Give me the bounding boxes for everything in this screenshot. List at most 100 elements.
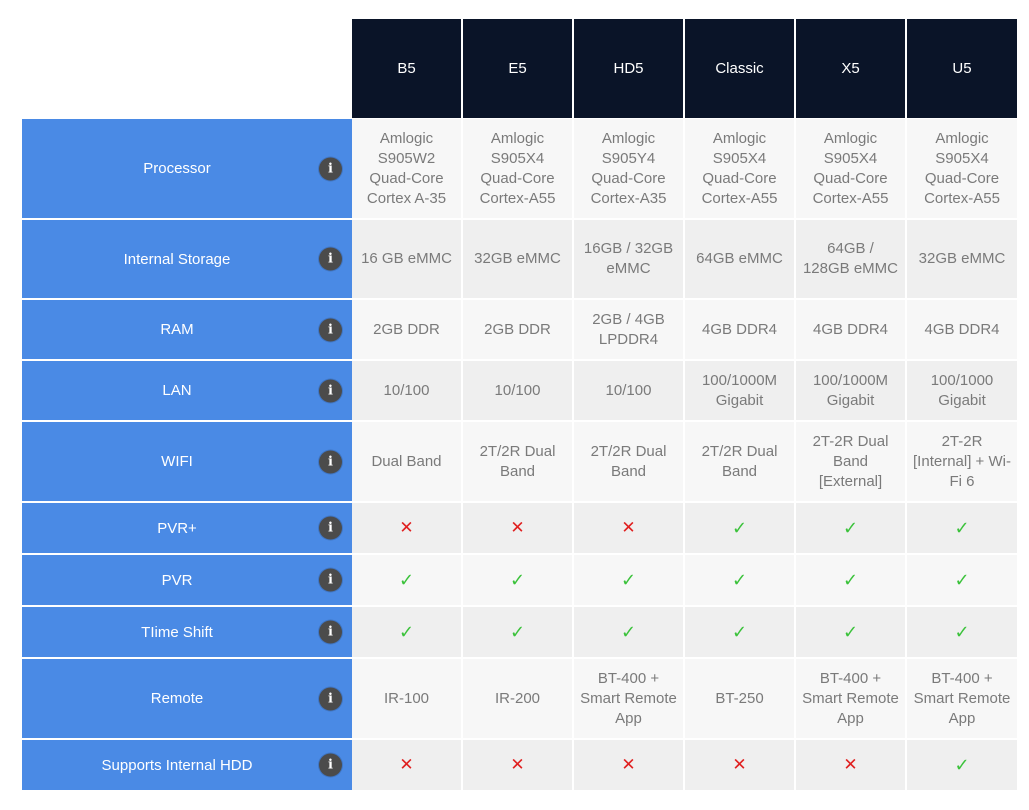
value-cell: 2T-2R Dual Band [External] <box>796 422 905 501</box>
value-cell: IR-100 <box>352 659 461 738</box>
info-icon[interactable]: i <box>319 516 342 540</box>
info-icon[interactable]: i <box>319 450 342 473</box>
info-icon[interactable]: i <box>319 157 342 180</box>
value-cell: ✕ <box>796 740 905 790</box>
value-cell: 4GB DDR4 <box>685 300 794 359</box>
value-cell: ✓ <box>685 607 794 657</box>
value-cell: 100/1000M Gigabit <box>685 361 794 420</box>
value-cell: 10/100 <box>352 361 461 420</box>
value-cell: ✕ <box>463 503 572 553</box>
info-icon[interactable]: i <box>319 379 342 402</box>
feature-label-cell: Remote i <box>22 659 352 738</box>
cross-icon: ✕ <box>621 518 636 537</box>
value-text: 4GB DDR4 <box>924 320 1000 338</box>
value-text: Dual Band <box>371 452 442 470</box>
value-cell: ✓ <box>352 555 461 605</box>
table-row: WIFI i Dual Band 2T/2R Dual Band 2T/2R Dual … <box>22 422 1020 503</box>
check-icon: ✓ <box>954 570 970 590</box>
feature-rows: Processor i Amlogic S905W2 Quad-Core Corte… <box>22 119 1020 792</box>
value-cell: 32GB eMMC <box>463 220 572 298</box>
check-icon: ✓ <box>509 622 526 642</box>
value-cell: 16 GB eMMC <box>352 220 461 298</box>
value-cell: ✓ <box>796 503 905 553</box>
value-cell: ✓ <box>796 555 905 605</box>
cross-icon: ✕ <box>399 755 414 774</box>
value-cell: 2T/2R Dual Band <box>685 422 794 501</box>
feature-label-cell: Internal Storage i <box>22 220 352 298</box>
info-icon[interactable]: i <box>319 753 342 777</box>
value-cell: 2GB DDR <box>352 300 461 359</box>
value-cell: Amlogic S905Y4 Quad-Core Cortex-A35 <box>574 119 683 218</box>
info-icon[interactable]: i <box>319 687 342 710</box>
feature-label-cell: PVR+ i <box>22 503 352 553</box>
info-icon[interactable]: i <box>319 568 342 592</box>
check-icon: ✓ <box>731 622 748 642</box>
value-text: 100/1000M Gigabit <box>812 371 889 409</box>
check-icon: ✓ <box>954 518 970 538</box>
info-icon[interactable]: i <box>319 318 342 341</box>
value-cell: 100/1000M Gigabit <box>796 361 905 420</box>
value-text: BT-400 + Smart Remote App <box>913 669 1011 727</box>
value-text: 32GB eMMC <box>918 250 1006 267</box>
value-cell: Amlogic S905X4 Quad-Core Cortex-A55 <box>796 119 905 218</box>
feature-label: Processor <box>143 160 211 177</box>
value-cell: 4GB DDR4 <box>796 300 905 359</box>
value-text: Amlogic S905Y4 Quad-Core Cortex-A35 <box>590 129 667 207</box>
table-row: LAN i 10/100 10/100 10/100 100/1000M Gigabit 1… <box>22 361 1020 422</box>
info-icon[interactable]: i <box>319 247 342 271</box>
value-cell: ✕ <box>463 740 572 790</box>
value-text: 2GB DDR <box>484 320 551 338</box>
feature-label-cell: PVR i <box>22 555 352 605</box>
feature-label-cell: LAN i <box>22 361 352 420</box>
value-cell: Amlogic S905X4 Quad-Core Cortex-A55 <box>907 119 1017 218</box>
value-cell: ✕ <box>685 740 794 790</box>
table-row: RAM i 2GB DDR 2GB DDR 2GB / 4GB LPDDR4 4GB DD… <box>22 300 1020 361</box>
cross-icon: ✕ <box>510 518 525 537</box>
value-text: 2T-2R [Internal] + Wi-Fi 6 <box>913 432 1011 490</box>
value-cell: BT-400 + Smart Remote App <box>796 659 905 738</box>
model-header-row: B5 E5 HD5 Classic X5 U5 <box>352 19 1017 118</box>
check-icon: ✓ <box>398 570 415 590</box>
check-icon: ✓ <box>620 570 637 590</box>
value-cell: ✓ <box>907 555 1017 605</box>
value-text: BT-250 <box>715 689 764 707</box>
value-cell: 2GB DDR <box>463 300 572 359</box>
value-cell: ✓ <box>685 503 794 553</box>
feature-label: PVR+ <box>157 519 197 537</box>
cross-icon: ✕ <box>732 755 747 774</box>
model-header-e5: E5 <box>463 19 572 118</box>
model-header-x5: X5 <box>796 19 905 118</box>
value-text: 100/1000 Gigabit <box>930 371 994 409</box>
value-cell: 100/1000 Gigabit <box>907 361 1017 420</box>
value-cell: BT-250 <box>685 659 794 738</box>
value-text: BT-400 + Smart Remote App <box>802 669 899 727</box>
check-icon: ✓ <box>954 755 970 775</box>
table-row: Internal Storage i 16 GB eMMC 32GB eMMC 16GB… <box>22 220 1020 300</box>
feature-label: WIFI <box>161 453 193 470</box>
value-cell: 10/100 <box>574 361 683 420</box>
value-cell: ✓ <box>463 607 572 657</box>
value-cell: ✓ <box>352 607 461 657</box>
value-text: Amlogic S905W2 Quad-Core Cortex A-35 <box>366 129 447 207</box>
feature-label: Remote <box>150 690 204 707</box>
check-icon: ✓ <box>509 570 526 590</box>
check-icon: ✓ <box>398 622 415 642</box>
feature-label: TIime Shift <box>141 623 213 641</box>
info-icon[interactable]: i <box>319 620 342 644</box>
value-cell: ✓ <box>907 503 1017 553</box>
value-text: 64GB eMMC <box>696 250 783 267</box>
table-row: Remote i IR-100 IR-200 BT-400 + Smart Remote… <box>22 659 1020 740</box>
value-text: 2GB DDR <box>373 320 440 338</box>
cross-icon: ✕ <box>621 755 636 774</box>
table-row: Supports Internal HDD i ✕ ✕ ✕ ✕ ✕ ✓ <box>22 740 1020 792</box>
table-row: PVR i ✓ ✓ ✓ ✓ ✓ ✓ <box>22 555 1020 607</box>
value-text: 32GB eMMC <box>474 250 561 267</box>
value-cell: ✕ <box>574 503 683 553</box>
value-text: Amlogic S905X4 Quad-Core Cortex-A55 <box>479 129 556 207</box>
model-header-u5: U5 <box>907 19 1017 118</box>
value-text: 4GB DDR4 <box>812 320 889 338</box>
cross-icon: ✕ <box>399 518 414 537</box>
value-cell: ✓ <box>796 607 905 657</box>
value-text: 2T/2R Dual Band <box>701 442 778 480</box>
